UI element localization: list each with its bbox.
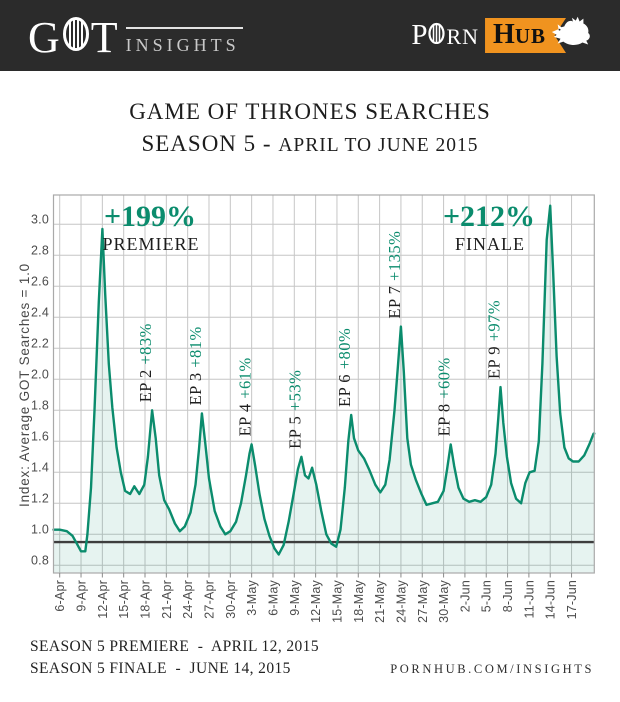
y-tick-label: 2.4 — [31, 305, 49, 319]
pornhub-logo: P R N H UB — [411, 16, 592, 55]
portcullis-o-small-icon — [428, 22, 446, 49]
footer-site-url: PORNHUB.COM/INSIGHTS — [390, 662, 594, 676]
x-tick-label: 24-May — [394, 579, 408, 622]
porn-n: N — [462, 24, 480, 49]
hub-h: H — [493, 19, 515, 50]
x-tick-label: 5-Jun — [480, 580, 494, 612]
y-tick-label: 2.6 — [31, 274, 49, 288]
y-tick-label: 1.2 — [31, 491, 49, 505]
got-logo-g: G — [28, 12, 61, 62]
x-tick-label: 15-May — [330, 579, 344, 622]
got-logo-insights: INSIGHTS — [125, 34, 240, 55]
episode-annotation: EP 9 +97% — [484, 300, 503, 379]
area-fill — [53, 205, 595, 573]
finale-percent: +212% — [443, 200, 535, 233]
x-tick-label: 21-Apr — [160, 580, 174, 619]
y-axis-title: Index: Average GOT Searches = 1.0 — [17, 263, 32, 507]
x-tick-label: 2-Jun — [458, 580, 472, 612]
pornhub-logo-hub-flag: H UB — [485, 18, 566, 53]
y-tick-label: 1.0 — [31, 522, 49, 536]
title-daterange: APRIL TO JUNE 2015 — [278, 135, 479, 156]
porn-p: P — [411, 19, 428, 51]
finale-label: FINALE — [455, 234, 525, 254]
episode-annotation: EP 5 +53% — [285, 370, 304, 449]
x-tick-label: 30-Apr — [224, 580, 238, 619]
pornhub-logo-porn: P R N — [411, 21, 479, 50]
premiere-percent: +199% — [104, 200, 196, 233]
x-tick-label: 17-Jun — [565, 580, 579, 619]
premiere-label: PREMIERE — [102, 234, 199, 254]
y-tick-label: 1.8 — [31, 398, 49, 412]
footer-premiere-date: SEASON 5 PREMIERE - APRIL 12, 2015 — [30, 638, 319, 655]
got-insights-logo: G T INSIGHTS — [28, 12, 243, 62]
got-logo-insights-wrap: INSIGHTS — [125, 22, 243, 56]
episode-annotation: EP 6 +80% — [335, 328, 354, 407]
x-tick-label: 12-Apr — [96, 580, 110, 619]
y-tick-label: 1.4 — [31, 460, 49, 474]
y-tick-label: 2.8 — [31, 243, 49, 257]
got-logo-t: T — [90, 12, 119, 62]
insights-overline — [125, 26, 243, 29]
dragon-icon — [550, 16, 592, 55]
x-tick-label: 8-Jun — [501, 580, 515, 612]
x-tick-label: 27-May — [416, 579, 430, 622]
x-tick-label: 15-Apr — [117, 580, 131, 619]
footer-finale-date: SEASON 5 FINALE - JUNE 14, 2015 — [30, 660, 291, 677]
title-season: SEASON 5 — [141, 131, 257, 156]
hub-ub: UB — [514, 24, 546, 48]
search-index-line — [52, 204, 596, 556]
title-dash: - — [256, 131, 279, 156]
x-tick-label: 3-May — [245, 579, 259, 615]
x-tick-label: 6-Apr — [53, 580, 67, 612]
x-tick-label: 18-May — [352, 579, 366, 622]
episode-annotation: EP 3 +81% — [186, 326, 205, 405]
portcullis-o-icon — [62, 14, 90, 57]
title-block: GAME OF THRONES SEARCHES SEASON 5 - APRI… — [0, 96, 620, 162]
x-tick-label: 27-Apr — [202, 580, 216, 619]
episode-annotation: EP 8 +60% — [435, 357, 454, 436]
x-tick-label: 12-May — [309, 579, 323, 622]
porn-r: R — [446, 24, 463, 49]
y-tick-label: 1.6 — [31, 429, 49, 443]
y-tick-label: 2.2 — [31, 336, 49, 350]
episode-annotation: EP 2 +83% — [136, 323, 155, 402]
episode-annotation: EP 4 +61% — [236, 357, 255, 436]
x-tick-label: 30-May — [437, 579, 451, 622]
chart-title-line2: SEASON 5 - APRIL TO JUNE 2015 — [0, 128, 620, 162]
chart-title-line1: GAME OF THRONES SEARCHES — [129, 99, 491, 124]
plot-frame — [52, 194, 595, 574]
x-tick-label: 21-May — [373, 579, 387, 622]
header-bar: G T INSIGHTS P — [0, 0, 620, 71]
x-tick-label: 11-Jun — [522, 580, 536, 619]
y-tick-label: 0.8 — [31, 553, 49, 567]
x-tick-label: 24-Apr — [181, 580, 195, 619]
y-tick-label: 3.0 — [31, 212, 49, 226]
x-tick-label: 18-Apr — [139, 580, 153, 619]
x-tick-label: 9-Apr — [75, 580, 89, 612]
x-tick-label: 9-May — [288, 579, 302, 615]
episode-annotation: EP 7 +135% — [385, 231, 404, 319]
x-tick-label: 14-Jun — [544, 580, 558, 619]
y-tick-label: 2.0 — [31, 367, 49, 381]
x-tick-label: 6-May — [266, 579, 280, 615]
